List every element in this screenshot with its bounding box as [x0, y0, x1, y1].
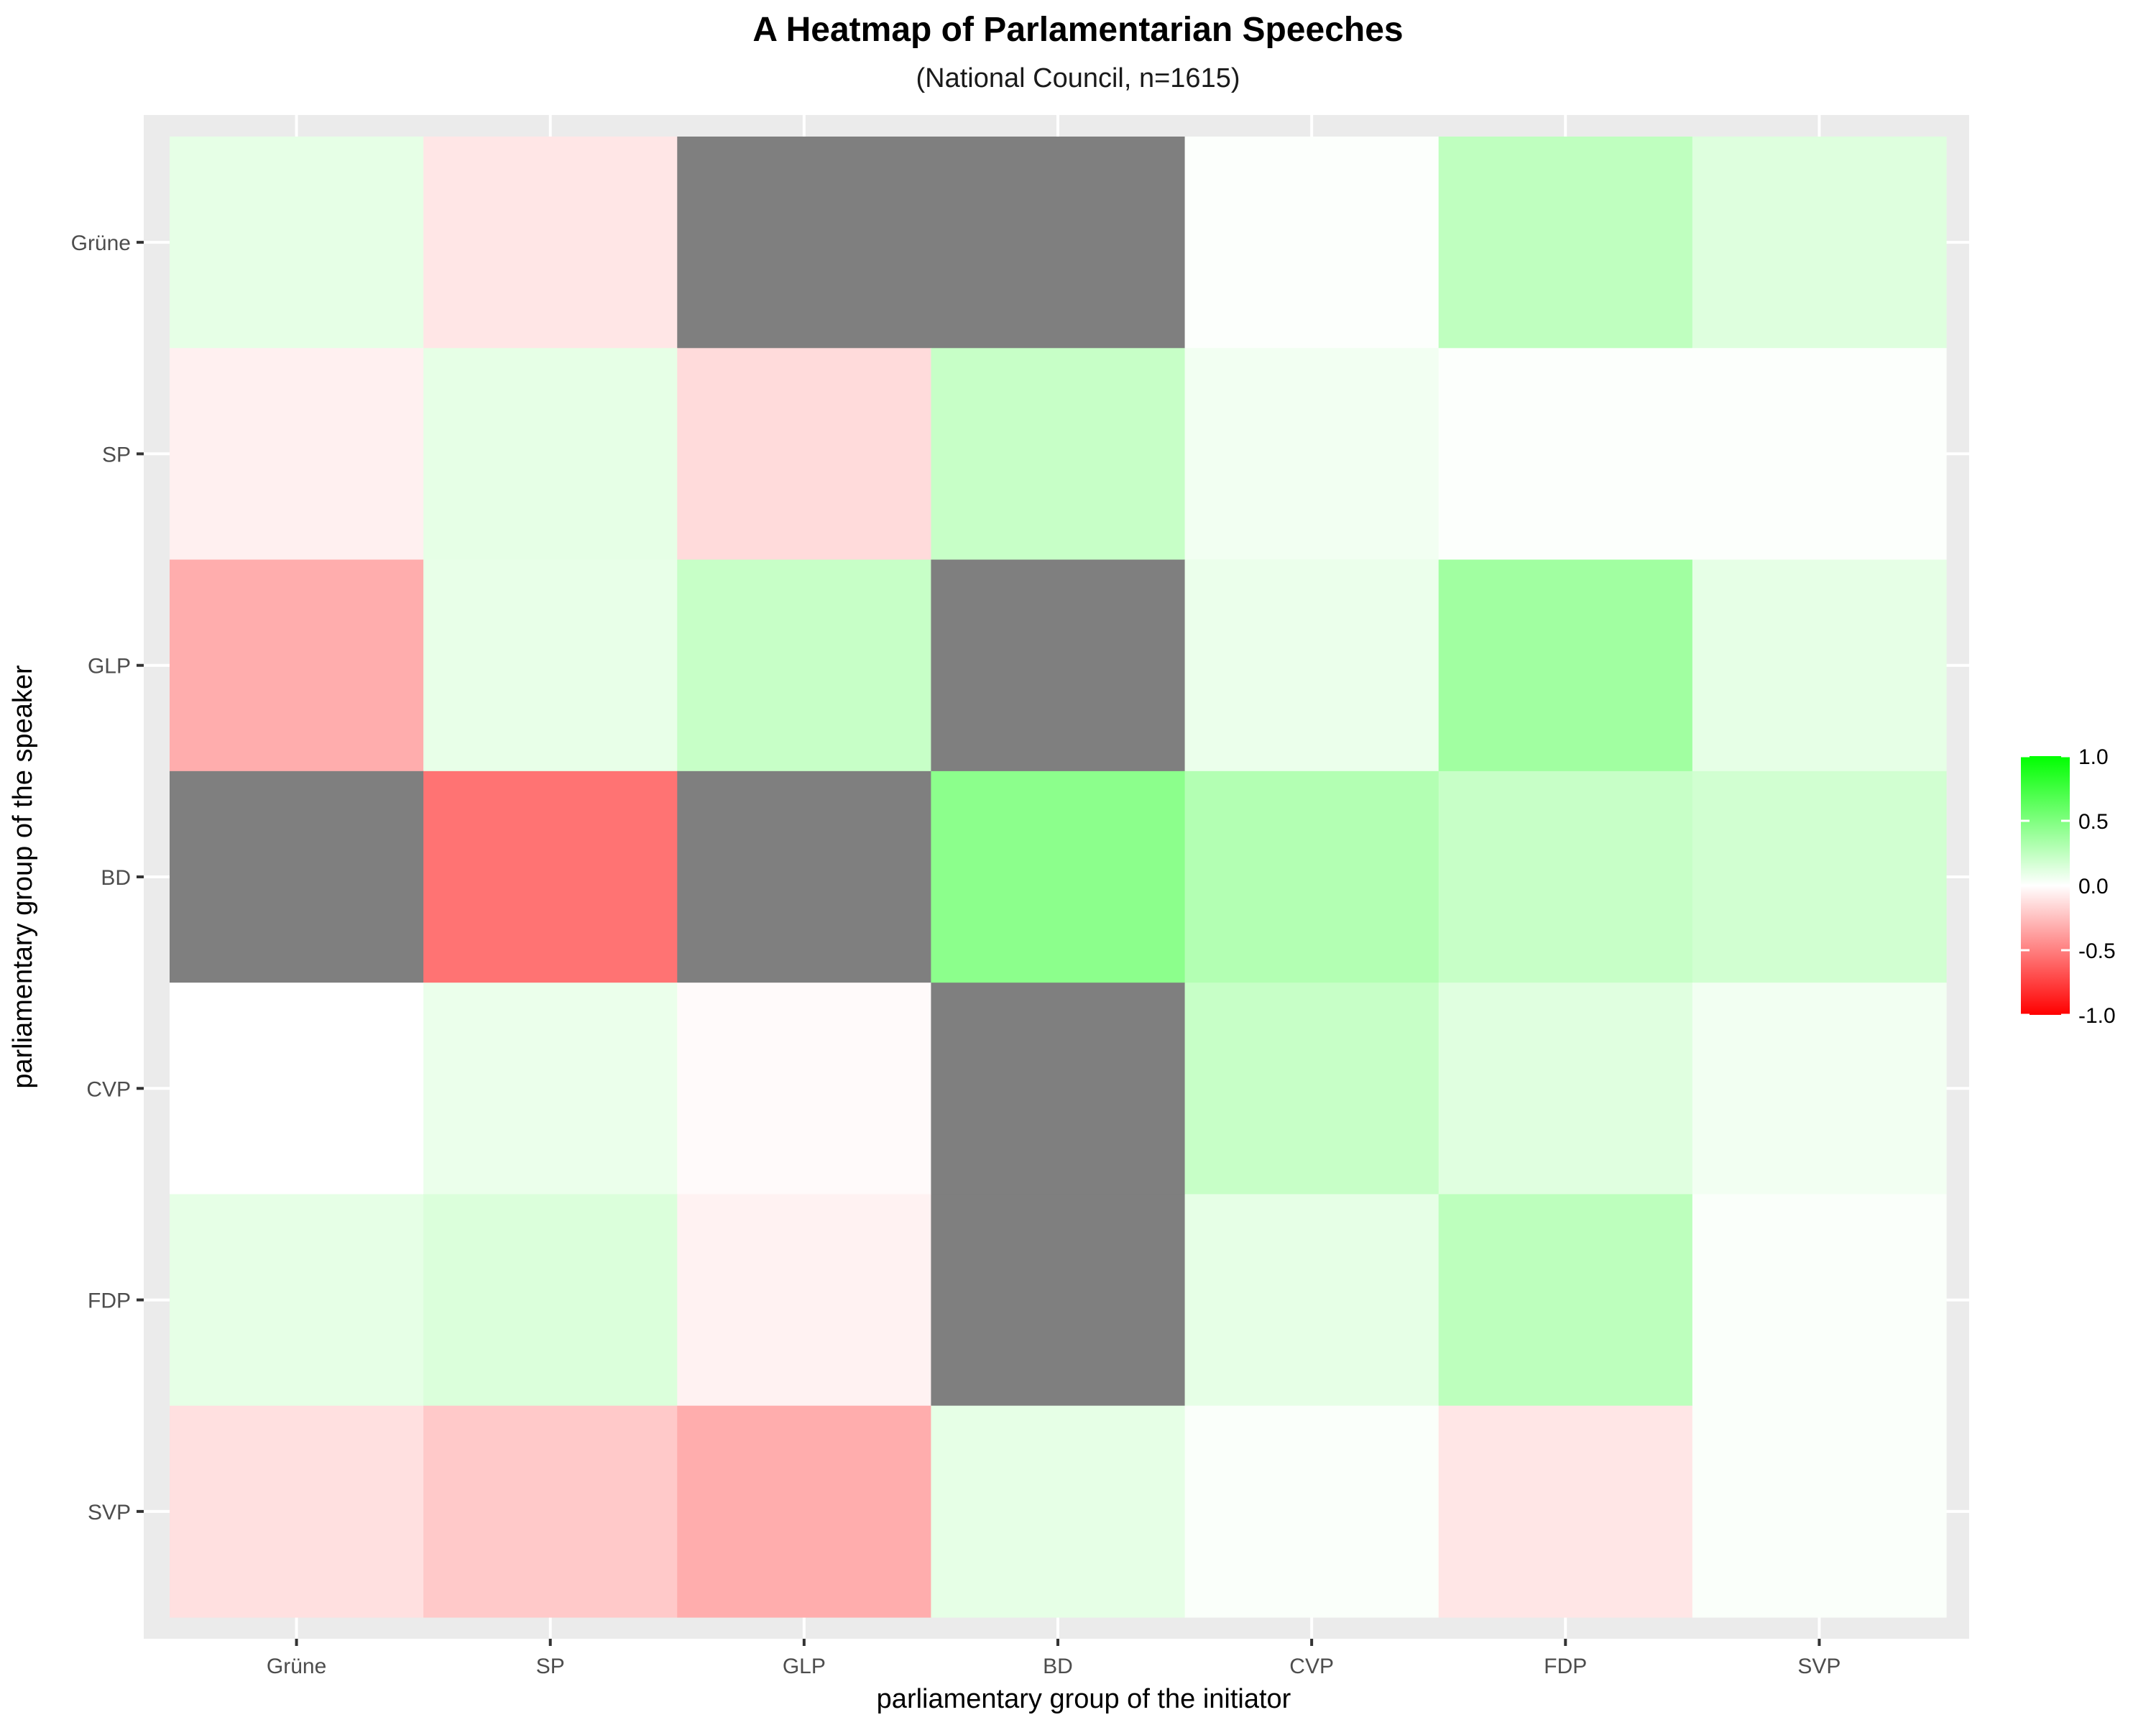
heatmap-cell: [1692, 983, 1947, 1195]
x-axis-title: parliamentary group of the initiator: [877, 1684, 1291, 1714]
y-tick-label: SVP: [88, 1501, 131, 1524]
heatmap-cell: [1184, 559, 1439, 772]
heatmap-cell: [1692, 137, 1947, 349]
heatmap-cell: [170, 137, 424, 349]
heatmap-cell: [1184, 770, 1439, 983]
heatmap-cell: [423, 1194, 678, 1407]
x-tick-label: GLP: [783, 1655, 826, 1678]
heatmap-cell: [1438, 1405, 1693, 1618]
heatmap-cell: [1438, 137, 1693, 349]
heatmap-cell: [1438, 770, 1693, 983]
heatmap-cell: [1692, 1405, 1947, 1618]
y-tick-label: FDP: [88, 1289, 131, 1313]
heatmap-cell: [931, 770, 1186, 983]
legend-tick-label: -1.0: [2078, 1004, 2116, 1028]
heatmap-cell: [1438, 348, 1693, 561]
heatmap-cell: [423, 559, 678, 772]
heatmap-cell-missing: [677, 137, 932, 349]
heatmap-cell: [677, 1405, 932, 1618]
heatmap-cell: [1184, 1405, 1439, 1618]
heatmap-cell: [931, 348, 1186, 561]
color-legend: 1.0 0.5 0.0 -0.5 -1.0: [2021, 745, 2116, 1028]
x-tick-label: SVP: [1797, 1655, 1841, 1678]
heatmap-cell: [931, 1405, 1186, 1618]
y-axis-title: parliamentary group of the speaker: [8, 665, 38, 1089]
heatmap-cell: [677, 983, 932, 1195]
heatmap-cell: [677, 348, 932, 561]
heatmap-cell: [1692, 559, 1947, 772]
y-tick-label: Grüne: [71, 231, 131, 255]
x-tick-label: BD: [1043, 1655, 1073, 1678]
heatmap-cell-missing: [677, 770, 932, 983]
heatmap-cell-missing: [931, 983, 1186, 1195]
heatmap-cell: [677, 1194, 932, 1407]
heatmap-cell: [1184, 137, 1439, 349]
heatmap-cell-missing: [931, 137, 1186, 349]
heatmap-cell: [423, 137, 678, 349]
y-tick-label: BD: [101, 866, 131, 890]
y-tick-label: CVP: [86, 1077, 131, 1101]
y-tick-label: SP: [102, 443, 131, 466]
heatmap-cell: [423, 348, 678, 561]
heatmap-cell: [170, 559, 424, 772]
heatmap-cell-missing: [931, 559, 1186, 772]
heatmap-cell: [1692, 1194, 1947, 1407]
y-tick-label: GLP: [88, 655, 131, 678]
heatmap-cell: [677, 559, 932, 772]
x-tick-label: SP: [536, 1655, 565, 1678]
heatmap-cell: [423, 983, 678, 1195]
heatmap-cell: [170, 1405, 424, 1618]
heatmap-cell: [1184, 348, 1439, 561]
heatmap-cell: [170, 348, 424, 561]
chart-title: A Heatmap of Parlamentarian Speeches: [752, 11, 1404, 49]
heatmap-cell: [423, 1405, 678, 1618]
heatmap-cell: [423, 770, 678, 983]
heatmap-cell: [170, 1194, 424, 1407]
heatmap-cell: [1438, 1194, 1693, 1407]
x-tick-label: FDP: [1544, 1655, 1587, 1678]
x-tick-label: Grüne: [267, 1655, 326, 1678]
legend-tick-label: 0.0: [2078, 875, 2109, 898]
heatmap-cell: [1692, 348, 1947, 561]
heatmap-cell: [1184, 1194, 1439, 1407]
heatmap-cell: [1184, 983, 1439, 1195]
x-tick-label: CVP: [1289, 1655, 1334, 1678]
legend-tick-label: -0.5: [2078, 939, 2116, 963]
heatmap-cell: [1438, 983, 1693, 1195]
heatmap-cell-missing: [170, 770, 424, 983]
legend-tick-label: 0.5: [2078, 810, 2109, 834]
legend-tick-label: 1.0: [2078, 745, 2109, 769]
heatmap-cell: [1438, 559, 1693, 772]
heatmap-cell: [170, 983, 424, 1195]
heatmap-cell: [1692, 770, 1947, 983]
chart-subtitle: (National Council, n=1615): [916, 63, 1240, 93]
heatmap-cell-missing: [931, 1194, 1186, 1407]
